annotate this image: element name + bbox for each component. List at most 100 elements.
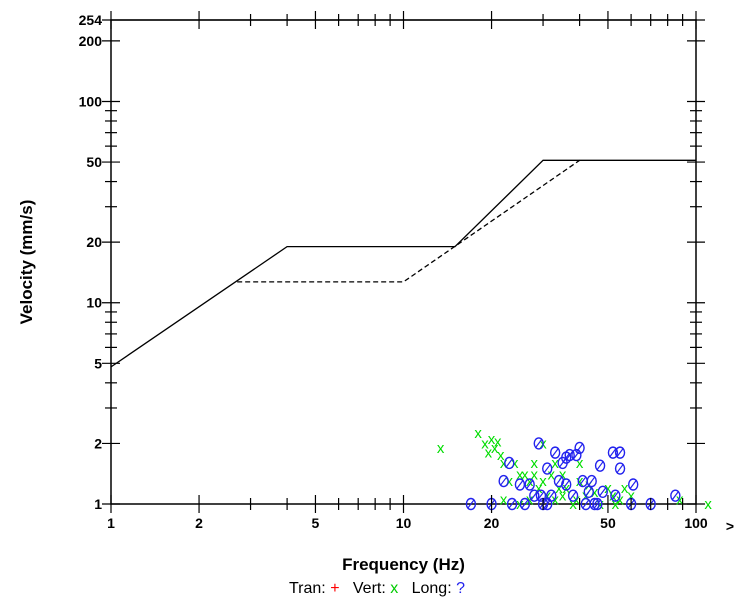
long-point-slash <box>508 499 516 509</box>
long-point-slash <box>572 450 580 460</box>
legend-long-label: Long: <box>411 580 452 597</box>
long-point <box>614 446 626 459</box>
long-point-slash <box>582 499 590 509</box>
vert-point: x <box>494 433 502 450</box>
long-point-slash <box>591 499 599 509</box>
long-point-slash <box>516 480 524 489</box>
y-tick-label: 200 <box>79 33 103 49</box>
x-overflow-marker: > <box>726 518 734 534</box>
long-point-ring <box>607 446 619 459</box>
vert-point: x <box>516 467 524 484</box>
long-point-ring <box>592 497 603 511</box>
long-point-ring <box>571 448 582 462</box>
long-point-ring <box>586 474 597 488</box>
long-point-ring <box>594 459 606 472</box>
vert-point: x <box>437 440 445 457</box>
long-point-ring <box>533 437 544 450</box>
long-point-slash <box>526 480 534 489</box>
long-point <box>498 474 509 488</box>
long-point-ring <box>542 462 553 475</box>
long-point-slash <box>551 448 559 457</box>
long-point-slash <box>555 476 563 486</box>
legend-vert-label: Vert: <box>352 580 386 597</box>
long-point <box>533 437 544 450</box>
y-tick-label: 100 <box>79 93 103 109</box>
long-point <box>574 441 585 455</box>
legend: Tran: + Vert: x Long: ? <box>0 580 754 598</box>
long-point-slash <box>616 464 624 473</box>
long-point <box>504 456 515 470</box>
long-point-slash <box>562 480 570 489</box>
long-point-ring <box>465 497 477 511</box>
vert-point: x <box>551 492 559 509</box>
long-point-slash <box>609 448 617 457</box>
plot-frame <box>110 19 697 505</box>
long-point <box>519 497 531 511</box>
long-point-ring <box>610 489 621 502</box>
long-point-slash <box>521 499 529 509</box>
y-tick-label: 2 <box>94 435 102 451</box>
long-point-slash <box>671 491 679 501</box>
long-point-ring <box>670 489 681 502</box>
vert-point: x <box>531 467 539 484</box>
long-point-ring <box>529 489 540 502</box>
long-point-ring <box>564 448 575 462</box>
long-point <box>567 489 579 502</box>
long-point <box>561 478 572 491</box>
vert-point: x <box>526 492 534 509</box>
long-point <box>594 459 606 472</box>
long-point <box>465 497 477 511</box>
vert-point: x <box>573 492 581 509</box>
vert-point: x <box>481 435 489 452</box>
long-point-ring <box>504 456 515 470</box>
y-tick-label: 5 <box>94 355 102 371</box>
vert-point: x <box>627 488 635 505</box>
long-point-slash <box>585 487 593 497</box>
long-point-ring <box>597 485 608 498</box>
legend-tran-label: Tran: <box>289 580 326 597</box>
long-point <box>506 497 518 511</box>
vert-point: x <box>497 447 505 464</box>
vert-point: x <box>616 492 624 509</box>
vert-point: x <box>511 455 519 472</box>
long-point-ring <box>614 446 626 459</box>
axes: 1 2 5 10 20 50 100 >1 2 5 10 20 50 100 200 254 <box>79 11 734 534</box>
lower-limit-line <box>237 159 580 283</box>
vert-point: x <box>506 473 514 490</box>
legend-vert-symbol: x <box>390 580 399 597</box>
long-point-ring <box>498 474 509 488</box>
x-tick-label: 5 <box>312 515 320 531</box>
x-tick-label: 2 <box>195 515 203 531</box>
x-tick-label: 1 <box>107 515 115 531</box>
long-point-ring <box>614 462 626 475</box>
x-tick-label: 100 <box>684 515 708 531</box>
long-point-slash <box>500 476 508 486</box>
vert-point: x <box>596 496 604 513</box>
vert-point: x <box>526 473 534 490</box>
vert-point: x <box>500 455 508 472</box>
long-point-ring <box>519 497 531 511</box>
long-point-ring <box>628 478 639 491</box>
vert-point: x <box>559 467 567 484</box>
vert-point: x <box>548 467 556 484</box>
vert-point: x <box>521 467 529 484</box>
x-axis-title: Frequency (Hz) <box>342 555 465 574</box>
vert-point: x <box>591 484 599 501</box>
vert-point: x <box>676 492 684 509</box>
vert-point: x <box>491 440 499 457</box>
long-point <box>628 478 639 491</box>
y-axis-title: Velocity (mm/s) <box>17 200 36 325</box>
limit-lines <box>110 159 696 368</box>
long-point-slash <box>616 448 624 457</box>
long-point-ring <box>535 489 547 502</box>
long-point <box>670 489 681 502</box>
vert-point: x <box>488 431 496 448</box>
vert-point: x <box>551 455 559 472</box>
long-point <box>607 446 619 459</box>
y-tick-label: 10 <box>86 295 102 311</box>
long-point-slash <box>467 499 475 509</box>
long-point <box>589 497 600 511</box>
vert-point: x <box>474 425 482 442</box>
